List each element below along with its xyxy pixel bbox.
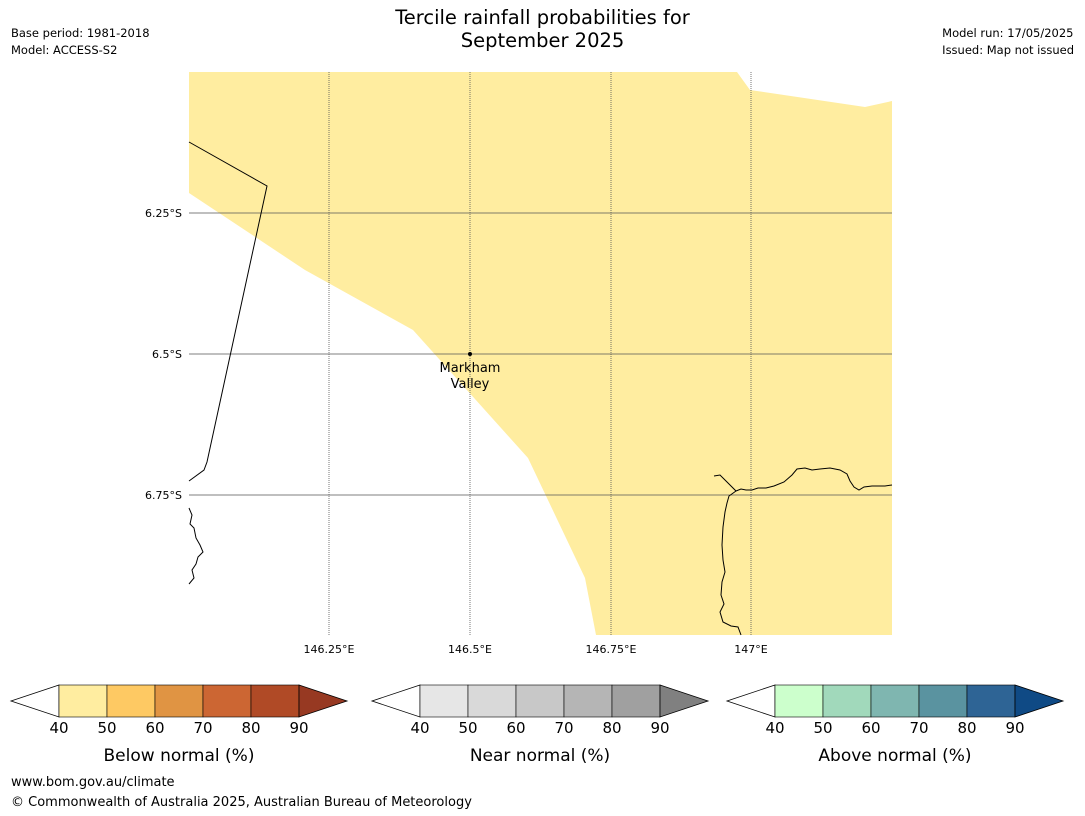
legend-swatch bbox=[106, 684, 156, 718]
legend-extend-low bbox=[370, 684, 421, 718]
header-meta-left: Base period: 1981-2018 Model: ACCESS-S2 bbox=[11, 25, 150, 59]
legend-title: Above normal (%) bbox=[818, 746, 971, 766]
legend-title: Below normal (%) bbox=[104, 746, 255, 766]
legend-tick-label: 60 bbox=[861, 719, 880, 737]
legend-tick-label: 40 bbox=[765, 719, 784, 737]
legend-tick-label: 90 bbox=[1005, 719, 1024, 737]
province-border bbox=[188, 141, 268, 482]
lat-label: 6.25°S bbox=[145, 207, 182, 220]
map-title: Tercile rainfall probabilities for Septe… bbox=[0, 6, 1085, 52]
place-marker-markham-valley: Markham Valley bbox=[440, 352, 501, 392]
legend-tick-label: 40 bbox=[49, 719, 68, 737]
legend-tick-label: 90 bbox=[650, 719, 669, 737]
longitude-labels: 146.25°E 146.5°E 146.75°E 147°E bbox=[304, 643, 768, 656]
place-label-line2: Valley bbox=[451, 377, 490, 392]
place-label-line1: Markham bbox=[440, 361, 501, 376]
lon-label: 146.75°E bbox=[586, 643, 637, 656]
lat-label: 6.75°S bbox=[145, 489, 182, 502]
legend-tick-label: 50 bbox=[458, 719, 477, 737]
legend-extend-low bbox=[9, 684, 60, 718]
legend-colorbar: 40 50 60 70 80 90 Below normal (%) bbox=[9, 684, 349, 766]
legend-extend-high bbox=[659, 684, 710, 718]
legend-colorbar: 40 50 60 70 80 90 Near normal (%) bbox=[370, 684, 710, 766]
legend-swatch bbox=[419, 684, 469, 718]
graticule bbox=[189, 72, 892, 635]
lon-label: 146.5°E bbox=[448, 643, 492, 656]
title-line-1: Tercile rainfall probabilities for bbox=[395, 6, 690, 29]
lon-label: 146.25°E bbox=[304, 643, 355, 656]
coastlines-borders bbox=[188, 141, 893, 636]
legend-swatch bbox=[918, 684, 968, 718]
legend-swatch bbox=[515, 684, 565, 718]
legend-swatch bbox=[774, 684, 824, 718]
legend-swatch bbox=[870, 684, 920, 718]
model-run: Model run: 17/05/2025 bbox=[942, 26, 1074, 40]
legend-swatch bbox=[563, 684, 613, 718]
legend-tick-label: 80 bbox=[957, 719, 976, 737]
title-line-2: September 2025 bbox=[460, 29, 625, 52]
legend-tick-label: 40 bbox=[410, 719, 429, 737]
legend-tick-label: 80 bbox=[241, 719, 260, 737]
legend-swatch bbox=[966, 684, 1016, 718]
place-marker-dot bbox=[468, 352, 472, 356]
legend-extend-high bbox=[298, 684, 349, 718]
legend-tick-label: 70 bbox=[193, 719, 212, 737]
issued-status: Issued: Map not issued bbox=[942, 43, 1074, 57]
legend-tick-label: 60 bbox=[145, 719, 164, 737]
legend-colorbar: 40 50 60 70 80 90 Above normal (%) bbox=[725, 684, 1065, 766]
legend-extend-high bbox=[1014, 684, 1065, 718]
model-name: Model: ACCESS-S2 bbox=[11, 43, 118, 57]
legend-swatch bbox=[822, 684, 872, 718]
coastline-markham-estuary bbox=[719, 490, 742, 636]
footer-copyright: © Commonwealth of Australia 2025, Austra… bbox=[11, 795, 472, 810]
base-period: Base period: 1981-2018 bbox=[11, 26, 150, 40]
legend-tick-label: 60 bbox=[506, 719, 525, 737]
legend-swatch bbox=[58, 684, 108, 718]
footer-url[interactable]: www.bom.gov.au/climate bbox=[11, 775, 175, 790]
legend-tick-label: 50 bbox=[813, 719, 832, 737]
legend-swatch bbox=[154, 684, 204, 718]
legend-extend-low bbox=[725, 684, 776, 718]
latitude-labels: 6.25°S 6.5°S 6.75°S bbox=[145, 207, 182, 502]
legend-tick-label: 70 bbox=[909, 719, 928, 737]
header-meta-right: Model run: 17/05/2025 Issued: Map not is… bbox=[942, 25, 1074, 59]
legend-swatch bbox=[611, 684, 661, 718]
legend-tick-label: 70 bbox=[554, 719, 573, 737]
lon-label: 147°E bbox=[734, 643, 767, 656]
legend-swatch bbox=[250, 684, 300, 718]
legend-swatch bbox=[467, 684, 517, 718]
legends: 40 50 60 70 80 90 Below normal (%) 40 50 60 70 80 90… bbox=[9, 684, 1065, 766]
legend-title: Near normal (%) bbox=[470, 746, 610, 766]
lat-label: 6.5°S bbox=[152, 348, 182, 361]
coastline-west bbox=[188, 507, 204, 585]
map-area: Markham Valley 6.25°S 6.5°S 6.75°S 146.2… bbox=[145, 72, 893, 656]
legend-tick-label: 50 bbox=[97, 719, 116, 737]
legend-tick-label: 90 bbox=[289, 719, 308, 737]
legend-swatch bbox=[202, 684, 252, 718]
legend-tick-label: 80 bbox=[602, 719, 621, 737]
coastline-huon-gulf bbox=[713, 467, 893, 492]
